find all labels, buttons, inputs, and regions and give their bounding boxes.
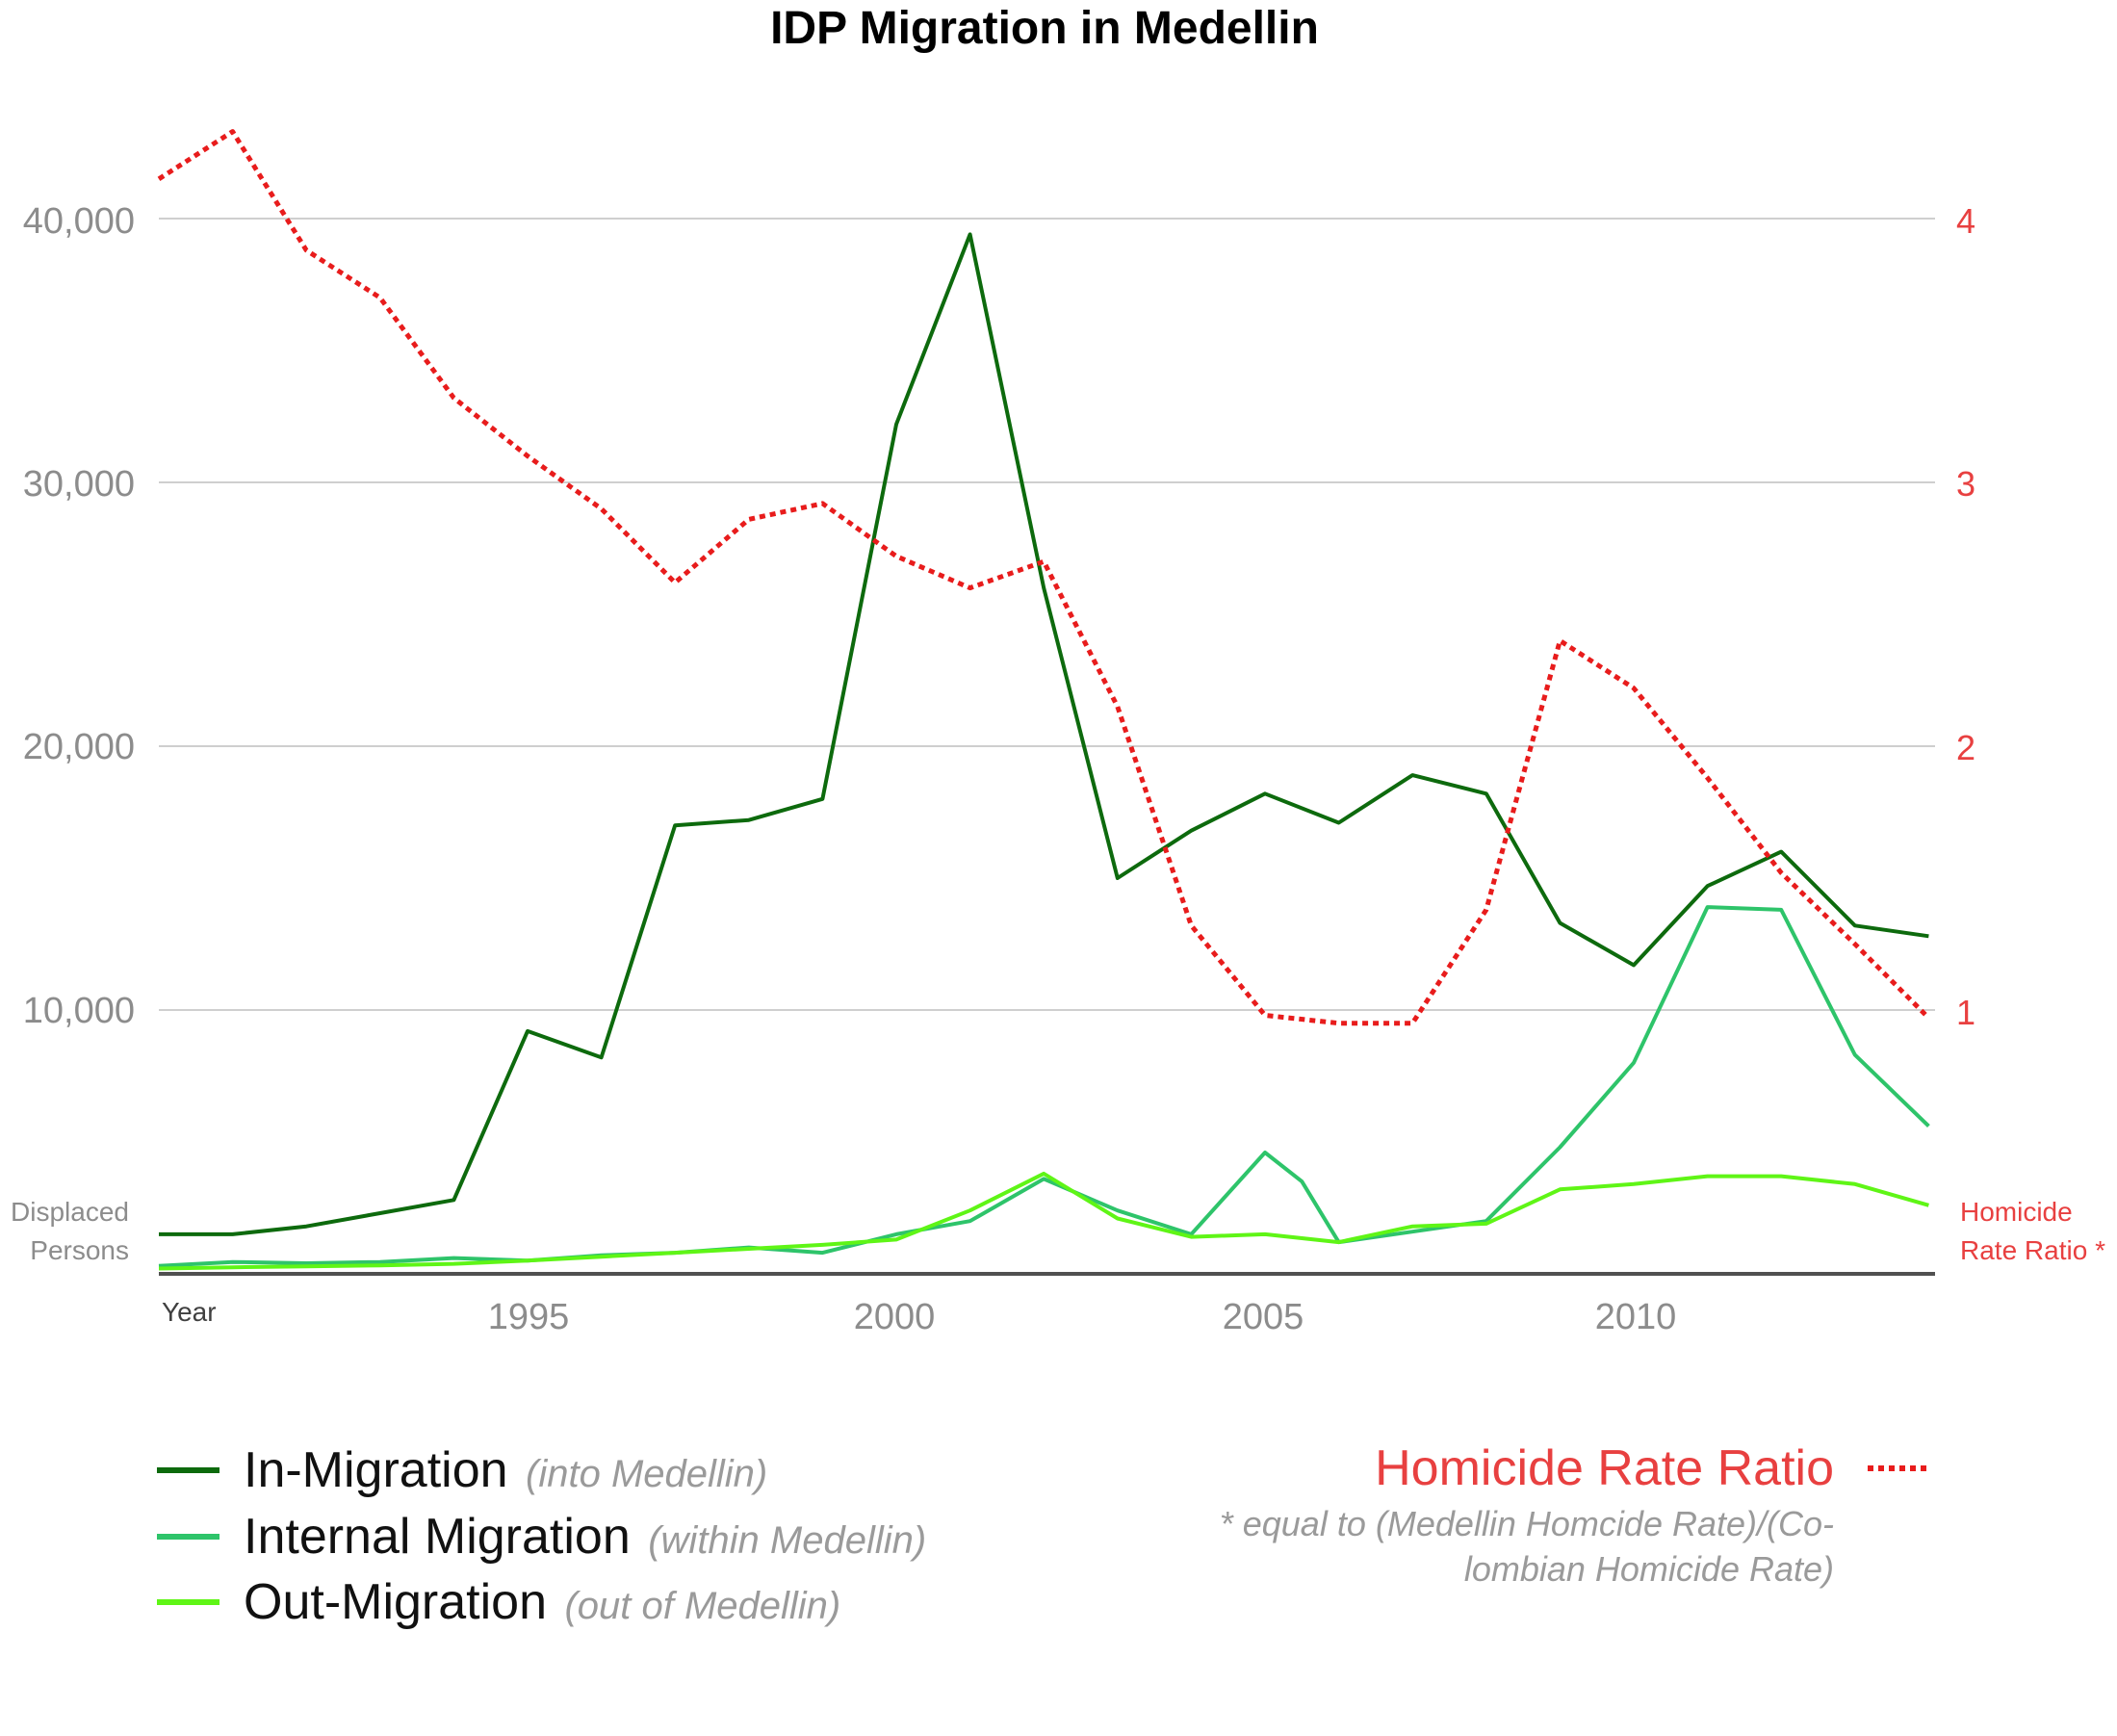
y-left-tick-20000: 20,000 (23, 727, 135, 767)
series-line-internal-migration (158, 905, 1930, 1268)
legend-note-line2: lombian Homicide Rate) (1464, 1549, 1834, 1589)
legend-note-line1: * equal to (Medellin Homcide Rate)/(Co- (1220, 1504, 1834, 1543)
y-left-tick-40000: 40,000 (23, 201, 135, 242)
y-right-tick-4: 4 (1956, 201, 1975, 241)
x-tick-2005: 2005 (1223, 1297, 1304, 1337)
y-right-axis-label-line1: Homicide (1960, 1197, 2073, 1227)
chart-title: IDP Migration in Medellin (770, 3, 1319, 54)
series-line-homicide-rate-ratio (157, 129, 1931, 1026)
y-right-ticks: 1 2 3 4 (1956, 201, 1975, 1032)
legend-sub-in-migration: (into Medellin) (526, 1453, 767, 1495)
series-line-out-migration (158, 1171, 1929, 1271)
gridlines (159, 218, 1935, 1011)
legend-label-homicide-rate-ratio: Homicide Rate Ratio (1375, 1440, 1834, 1496)
legend: In-Migration (into Medellin) Internal Mi… (157, 1440, 1931, 1630)
legend-label-out-migration: Out-Migration (244, 1574, 547, 1630)
legend-item-out-migration: Out-Migration (out of Medellin) (244, 1574, 840, 1630)
legend-label-in-migration: In-Migration (244, 1442, 508, 1498)
y-right-axis-label-line2: Rate Ratio * (1960, 1235, 2105, 1265)
y-left-ticks: 10,000 20,000 30,000 40,000 (23, 201, 135, 1031)
y-left-tick-10000: 10,000 (23, 991, 135, 1031)
y-left-axis-label-line2: Persons (30, 1235, 129, 1265)
y-left-tick-30000: 30,000 (23, 464, 135, 505)
y-right-tick-3: 3 (1956, 464, 1975, 504)
x-axis-label: Year (162, 1297, 217, 1327)
x-tick-1995: 1995 (488, 1297, 570, 1337)
legend-sub-internal-migration: (within Medellin) (648, 1519, 926, 1562)
legend-item-internal-migration: Internal Migration (within Medellin) (244, 1509, 926, 1565)
series-line-in-migration (159, 232, 1929, 1236)
x-tick-2010: 2010 (1595, 1297, 1677, 1337)
y-right-tick-1: 1 (1956, 993, 1975, 1032)
x-tick-2000: 2000 (854, 1297, 936, 1337)
legend-item-in-migration: In-Migration (into Medellin) (244, 1442, 767, 1498)
y-left-axis-label-line1: Displaced (11, 1197, 129, 1227)
x-ticks: 1995 2000 2005 2010 (488, 1297, 1677, 1337)
y-right-tick-2: 2 (1956, 728, 1975, 767)
legend-sub-out-migration: (out of Medellin) (564, 1585, 840, 1627)
series-lines (157, 129, 1931, 1271)
legend-label-internal-migration: Internal Migration (244, 1509, 631, 1565)
